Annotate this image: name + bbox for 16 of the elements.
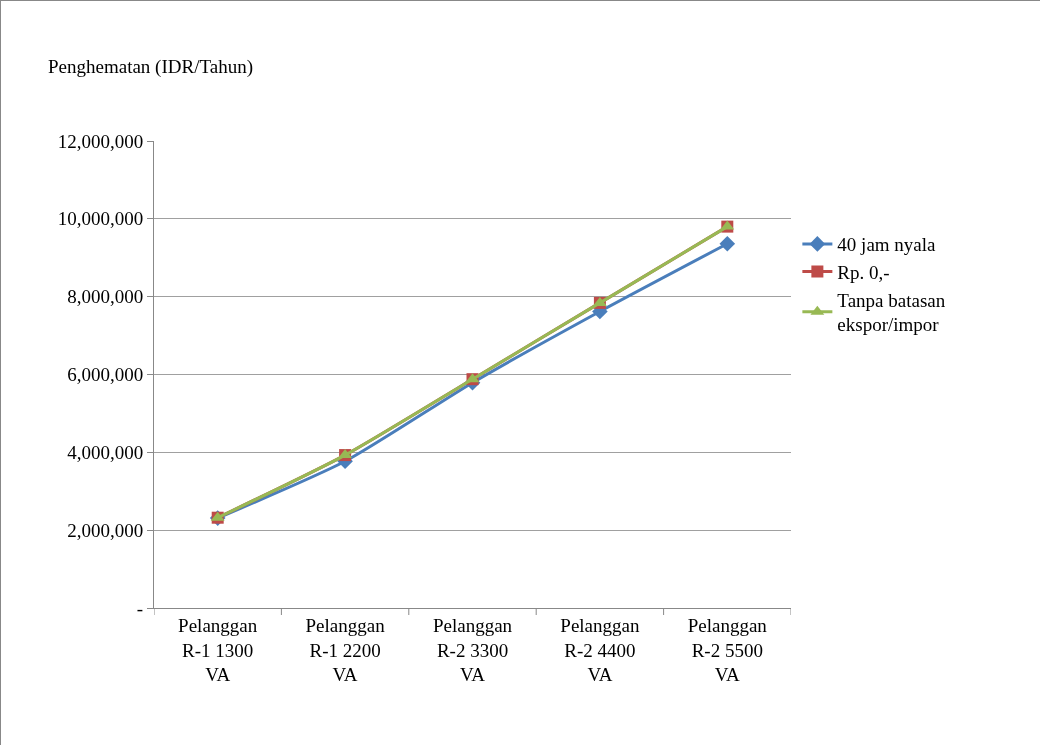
y-tick-label: 2,000,000 [67,519,144,541]
legend-label: Tanpa batasan ekspor/impor [837,289,946,336]
y-tick-label: 6,000,000 [67,364,144,386]
y-tick-label: 10,000,000 [57,208,144,230]
x-tick-label: Pelanggan R-2 4400 VA [560,614,640,686]
y-axis-title: Penghematan (IDR/Tahun) [48,56,253,78]
x-tick-label: Pelanggan R-2 3300 VA [432,614,513,686]
y-tick-label: - [136,597,144,619]
legend-label: Rp. 0,- [837,262,890,284]
legend-label: 40 jam nyala [837,234,937,256]
x-tick-label: Pelanggan R-2 5500 VA [687,614,768,686]
x-tick-label: Pelanggan R-1 2200 VA [305,614,386,686]
x-tick-label: Pelanggan R-1 1300 VA [178,614,258,686]
y-tick-label: 12,000,000 [57,130,144,152]
y-tick-label: 4,000,000 [67,441,144,463]
y-tick-label: 8,000,000 [67,286,144,308]
